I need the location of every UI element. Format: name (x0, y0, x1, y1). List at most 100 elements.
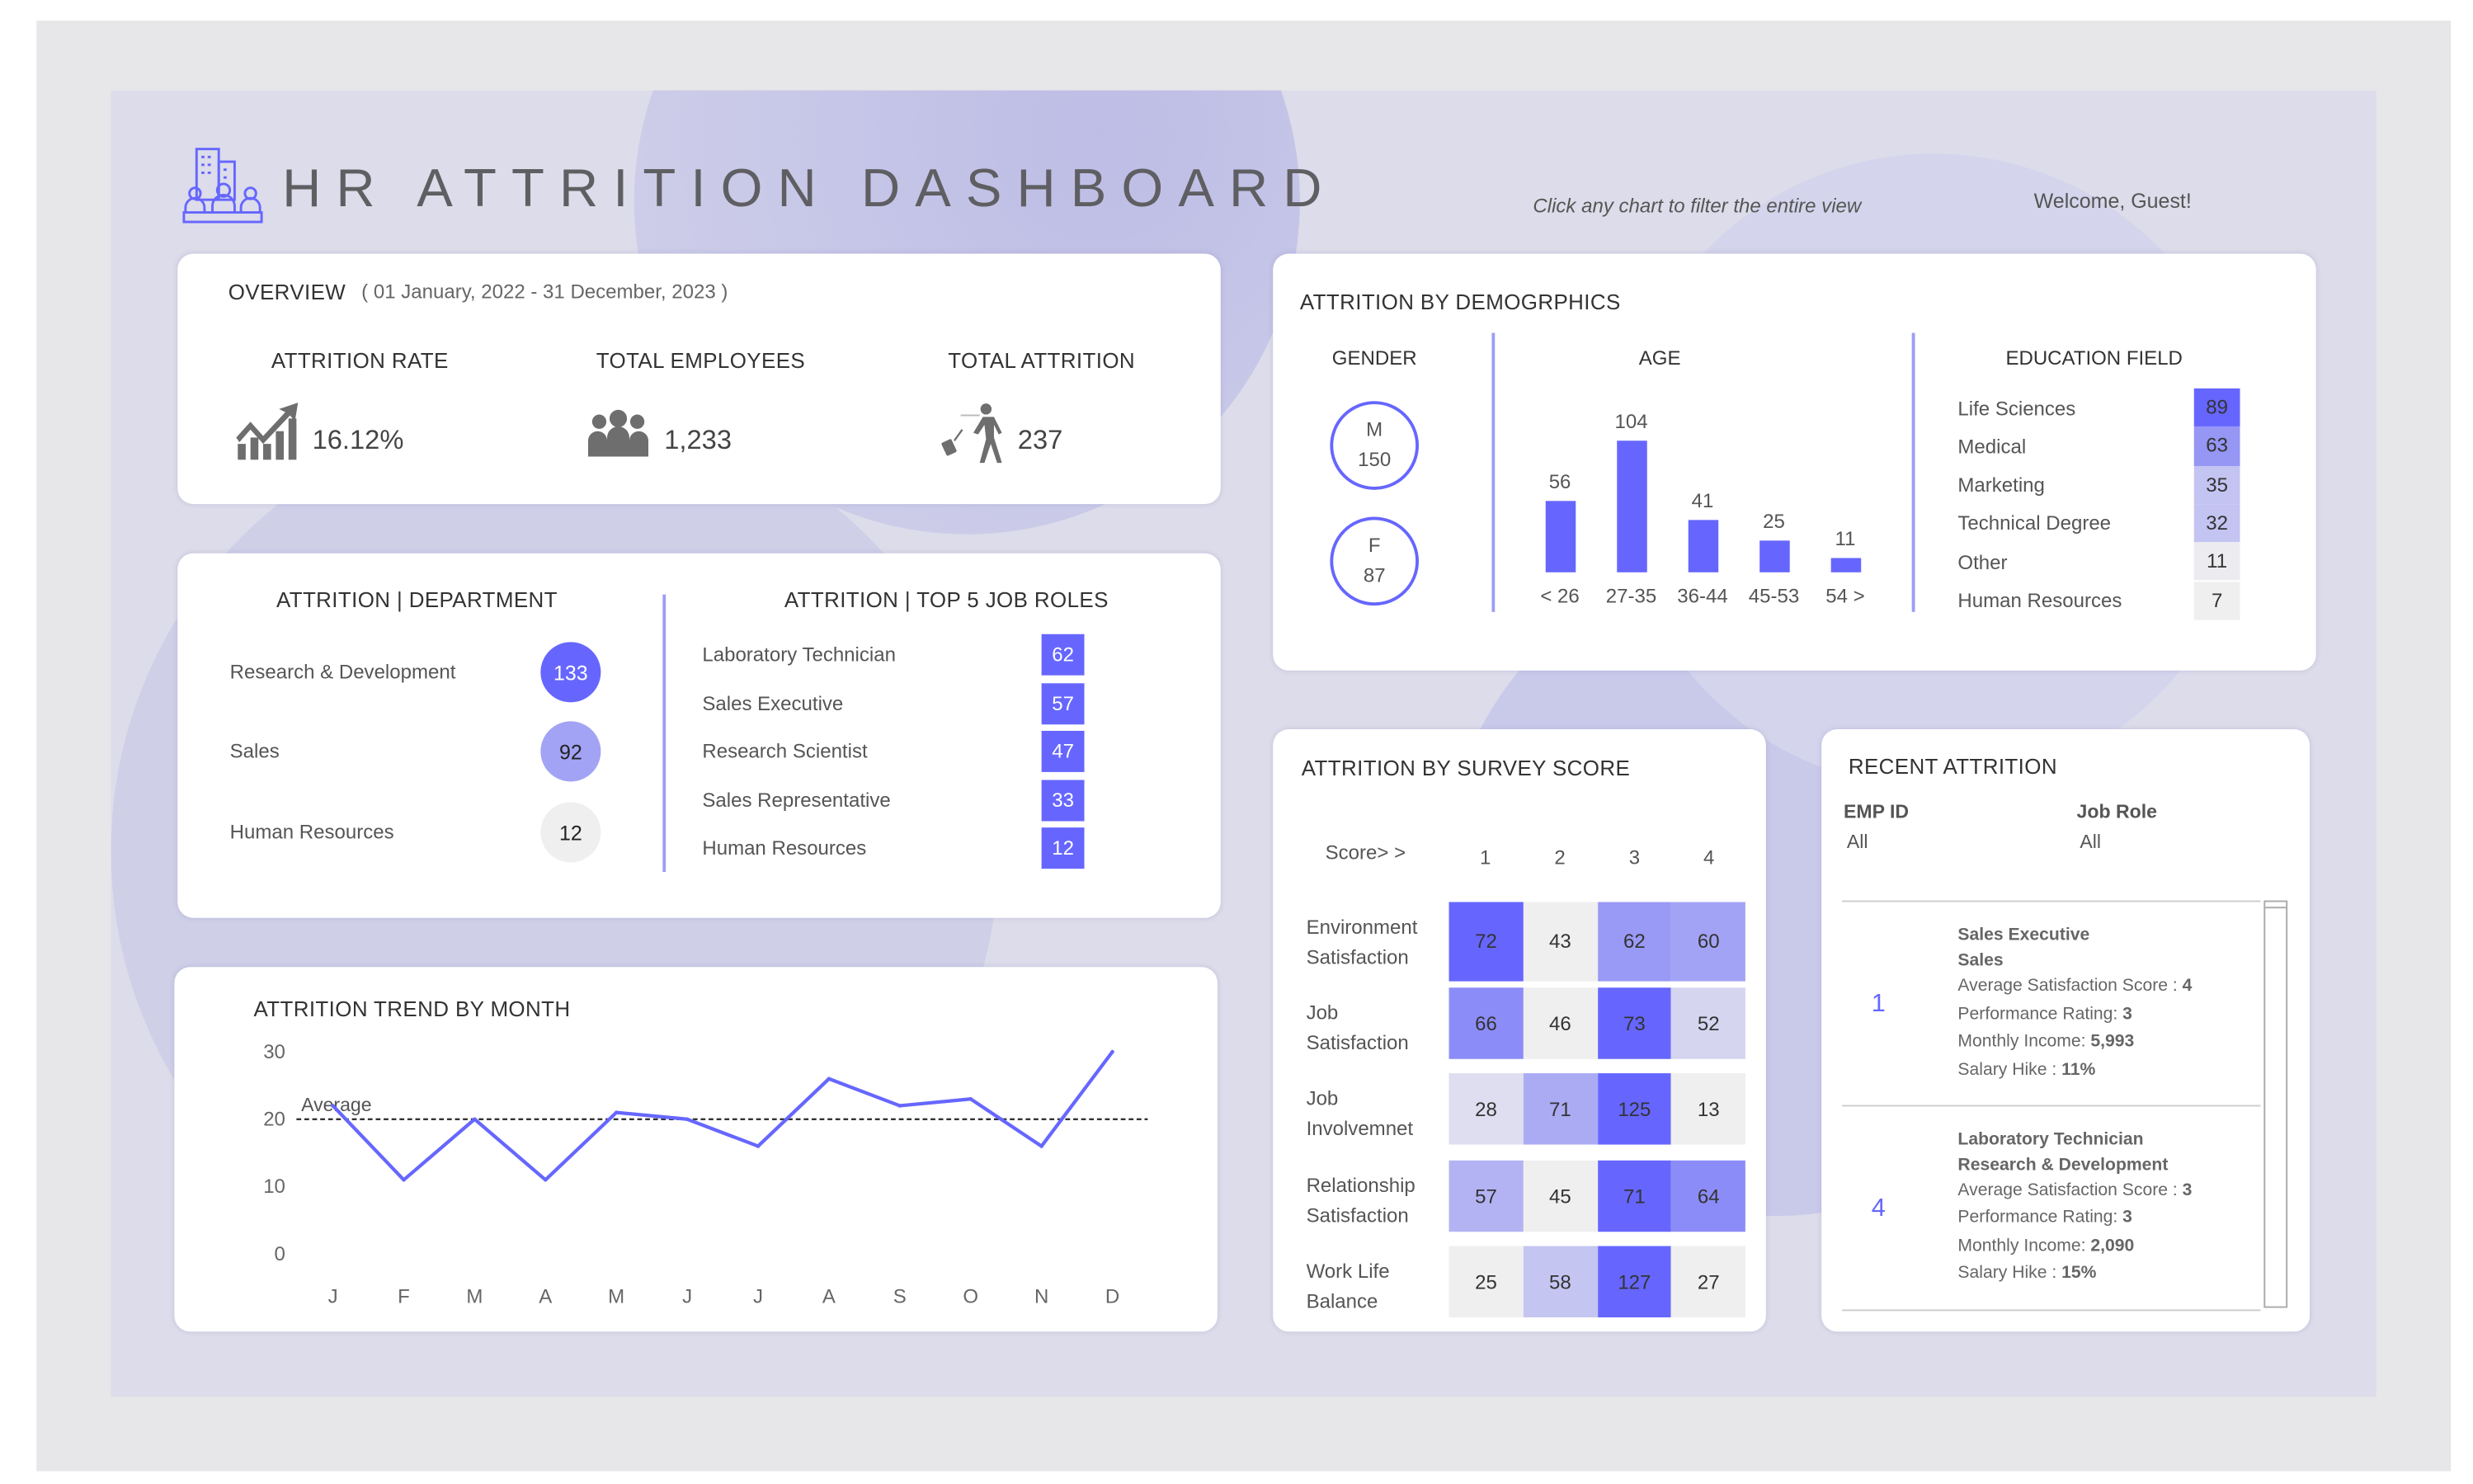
heatmap-cell[interactable]: 127 (1597, 1246, 1672, 1318)
job-role-label[interactable]: Sales Executive (702, 691, 844, 714)
heatmap-cell[interactable]: 46 (1523, 987, 1598, 1059)
monthly-income-label: Monthly Income: (1957, 1032, 2091, 1052)
person-leaving-icon (939, 399, 1009, 473)
education-value-cell[interactable]: 7 (2193, 581, 2240, 620)
satisfaction-score-label: Average Satisfaction Score : (1957, 976, 2183, 996)
performance-rating-value: 3 (2122, 1004, 2132, 1024)
demographics-card[interactable]: ATTRITION BY DEMOGRPHICS GENDER M 150 F 87 … (1273, 253, 2316, 671)
job-role-value-bar[interactable]: 57 (1041, 682, 1085, 724)
age-bar[interactable] (1544, 501, 1576, 572)
age-bar-value: 11 (1835, 528, 1856, 551)
trend-point (827, 1076, 831, 1081)
department-card[interactable]: ATTRITION | DEPARTMENT Research & Develo… (177, 553, 1221, 918)
recent-title: RECENT ATTRITION (1848, 754, 2057, 779)
heatmap-cell[interactable]: 71 (1523, 1073, 1598, 1145)
emp-id-filter[interactable]: All (1846, 831, 1868, 853)
satisfaction-score: Average Satisfaction Score : 4 (1957, 973, 2192, 1001)
kpi-label: TOTAL EMPLOYEES (596, 348, 806, 373)
performance-rating: Performance Rating: 3 (1957, 1001, 2192, 1029)
employee-id[interactable]: 1 (1871, 991, 1886, 1018)
job-role-value-bar[interactable]: 12 (1041, 827, 1085, 869)
heatmap-cell[interactable]: 28 (1448, 1073, 1524, 1145)
job-role-label[interactable]: Human Resources (702, 836, 867, 860)
kpi-value: 237 (1017, 425, 1063, 455)
survey-card[interactable]: ATTRITION BY SURVEY SCORE Score> > 1 2 3 4 E… (1273, 729, 1766, 1332)
job-role: Laboratory Technician (1957, 1129, 2144, 1149)
education-label[interactable]: Life Sciences (1957, 397, 2076, 420)
heatmap-cell[interactable]: 13 (1671, 1073, 1746, 1145)
heatmap-cell[interactable]: 52 (1671, 987, 1746, 1059)
survey-row-label-line2: Satisfaction (1306, 1032, 1409, 1054)
trend-point (756, 1144, 761, 1148)
overview-card[interactable]: OVERVIEW ( 01 January, 2022 - 31 Decembe… (177, 253, 1221, 505)
department-label[interactable]: Human Resources (229, 821, 394, 844)
recent-attrition-row[interactable]: 4 Laboratory Technician Research & Develop… (1842, 1105, 2261, 1311)
heatmap-cell[interactable]: 71 (1597, 1160, 1672, 1232)
heatmap-cell[interactable]: 58 (1523, 1246, 1598, 1318)
heatmap-cell[interactable]: 62 (1597, 902, 1672, 982)
x-tick-label: S (893, 1286, 907, 1308)
age-category-label: < 26 (1540, 585, 1580, 608)
scrollbar[interactable] (2263, 900, 2288, 1308)
heatmap-cell[interactable]: 43 (1523, 902, 1598, 982)
trend-chart[interactable]: 0 10 20 30 J F M A M J J A S O N D Average (174, 967, 1218, 1331)
department-label[interactable]: Research & Development (229, 661, 456, 684)
recent-attrition-row[interactable]: 1 Sales Executive Sales Average Satisfactio… (1842, 902, 2261, 1107)
age-bar[interactable] (1830, 558, 1861, 572)
job-role-label[interactable]: Sales Representative (702, 789, 891, 812)
heatmap-cell[interactable]: 64 (1671, 1160, 1746, 1232)
job-role-value-bar[interactable]: 33 (1041, 779, 1085, 821)
job-role-value-bar[interactable]: 47 (1041, 730, 1085, 772)
education-value-cell[interactable]: 89 (2193, 388, 2240, 427)
job-role-label[interactable]: Laboratory Technician (702, 643, 896, 667)
education-label[interactable]: Technical Degree (1957, 512, 2112, 535)
people-group-icon (586, 409, 650, 468)
education-value-cell[interactable]: 63 (2193, 426, 2240, 466)
job-role-label[interactable]: Research Scientist (702, 740, 868, 763)
gender-circle[interactable]: F 87 (1330, 516, 1420, 606)
department-label[interactable]: Sales (229, 740, 280, 763)
heatmap-cell[interactable]: 27 (1671, 1246, 1746, 1318)
heatmap-cell[interactable]: 60 (1671, 902, 1746, 982)
heatmap-cell[interactable]: 72 (1448, 902, 1524, 982)
gender-title: GENDER (1331, 346, 1417, 370)
department-value-badge[interactable]: 92 (540, 721, 601, 782)
age-bar[interactable] (1687, 520, 1718, 572)
heatmap-cell[interactable]: 57 (1448, 1160, 1524, 1232)
score-column-header: 4 (1703, 846, 1715, 869)
age-bar[interactable] (1616, 440, 1646, 572)
education-label[interactable]: Other (1957, 551, 2008, 574)
education-label[interactable]: Human Resources (1957, 589, 2122, 612)
education-value-cell[interactable]: 11 (2193, 542, 2240, 582)
x-tick-label: D (1105, 1286, 1119, 1308)
job-role-filter[interactable]: All (2080, 831, 2102, 853)
heatmap-cell[interactable]: 66 (1448, 987, 1524, 1059)
performance-rating: Performance Rating: 3 (1957, 1205, 2192, 1233)
education-title: EDUCATION FIELD (2005, 346, 2183, 370)
gender-circle[interactable]: M 150 (1330, 401, 1420, 490)
education-label[interactable]: Marketing (1957, 473, 2045, 497)
scrollbar-thumb[interactable] (2265, 902, 2287, 909)
y-tick-label: 20 (263, 1108, 285, 1130)
trend-point (614, 1110, 619, 1114)
heatmap-cell[interactable]: 45 (1523, 1160, 1598, 1232)
recent-card[interactable]: RECENT ATTRITION EMP ID All Job Role All… (1821, 729, 2310, 1332)
age-bar[interactable] (1759, 540, 1789, 572)
education-value-cell[interactable]: 35 (2193, 465, 2240, 504)
age-bar-value: 56 (1548, 471, 1571, 494)
heatmap-cell[interactable]: 73 (1597, 987, 1672, 1059)
employee-id[interactable]: 4 (1871, 1194, 1886, 1222)
age-bar-value: 25 (1763, 510, 1785, 533)
heatmap-cell[interactable]: 25 (1448, 1246, 1524, 1318)
education-label[interactable]: Medical (1957, 436, 2027, 459)
trend-point (968, 1096, 973, 1101)
trend-card[interactable]: ATTRITION TREND BY MONTH 0 10 20 30 J F M A M J J A… (174, 967, 1218, 1332)
trend-point (543, 1177, 548, 1182)
x-tick-label: F (398, 1286, 410, 1308)
job-role-value-bar[interactable]: 62 (1041, 634, 1085, 676)
divider (1491, 332, 1495, 612)
department-value-badge[interactable]: 133 (540, 642, 601, 703)
education-value-cell[interactable]: 32 (2193, 503, 2240, 543)
department-value-badge[interactable]: 12 (540, 802, 601, 863)
heatmap-cell[interactable]: 125 (1597, 1073, 1672, 1145)
